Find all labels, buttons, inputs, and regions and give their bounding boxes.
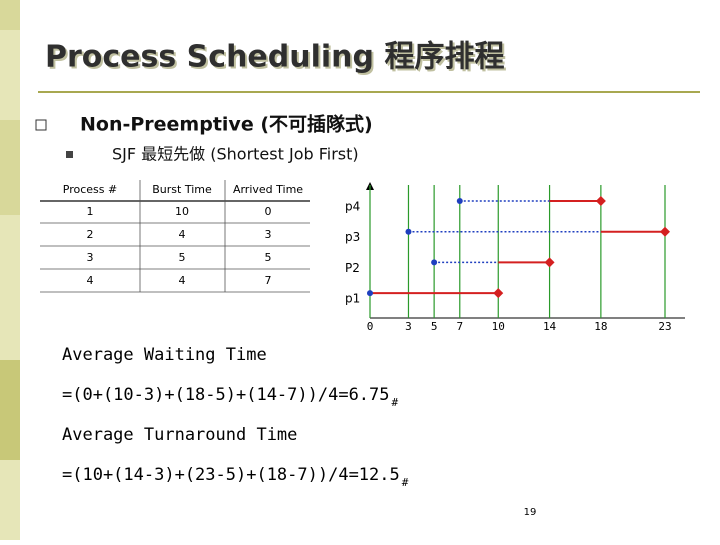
x-tick-label: 10 [492, 320, 505, 333]
table-header: Arrived Time [233, 183, 303, 196]
end-diamond [493, 288, 504, 299]
table-cell: 4 [87, 274, 94, 287]
table-cell: 0 [265, 205, 272, 218]
row-label: p1 [345, 292, 360, 306]
row-label: p4 [345, 200, 360, 214]
arrival-dot [367, 290, 373, 297]
result-label: Average Waiting Time [62, 345, 267, 365]
result-formula: =(0+(10-3)+(18-5)+(14-7))/4=6.75 [62, 385, 390, 405]
title: Process Scheduling 程序排程 [45, 40, 504, 75]
table-cell: 10 [175, 205, 189, 218]
table-cell: 3 [265, 228, 272, 241]
x-tick-label: 5 [431, 320, 438, 333]
side-bar [0, 120, 20, 215]
table-cell: 2 [87, 228, 94, 241]
title-shadow: Process Scheduling 程序排程 [47, 42, 506, 77]
x-tick-label: 18 [594, 320, 607, 333]
table-header: Process # [63, 183, 117, 196]
side-bar [0, 360, 20, 460]
bullet [35, 119, 47, 131]
table-cell: 4 [179, 228, 186, 241]
result-formula: =(10+(14-3)+(23-5)+(18-7))/4=12.5 [62, 465, 400, 485]
end-diamond [544, 257, 555, 268]
arrival-dot [405, 228, 412, 235]
x-tick-label: 14 [543, 320, 557, 333]
table-cell: 7 [265, 274, 272, 287]
x-tick-label: 3 [405, 320, 412, 333]
result-mark: # [392, 396, 399, 409]
table-header: Burst Time [152, 183, 212, 196]
page-number: 19 [524, 507, 537, 518]
x-tick-label: 23 [658, 320, 671, 333]
table-cell: 3 [87, 251, 94, 264]
result-mark: # [402, 476, 409, 489]
result-label: Average Turnaround Time [62, 425, 297, 445]
x-tick-label: 7 [456, 320, 463, 333]
table-cell: 5 [265, 251, 272, 264]
bullet-text: Non-Preemptive (不可插隊式) [80, 113, 373, 136]
row-label: p3 [345, 230, 360, 244]
end-diamond [595, 196, 606, 206]
arrival-dot [431, 259, 438, 266]
x-tick-label: 0 [367, 320, 374, 333]
sub-bullet [66, 151, 73, 158]
row-label: P2 [345, 261, 360, 275]
table-cell: 4 [179, 274, 186, 287]
table-cell: 5 [179, 251, 186, 264]
sub-bullet-text: SJF 最短先做 (Shortest Job First) [112, 145, 359, 164]
side-bar [0, 0, 20, 30]
arrival-dot [456, 198, 463, 204]
end-diamond [660, 226, 670, 237]
table-cell: 1 [87, 205, 94, 218]
